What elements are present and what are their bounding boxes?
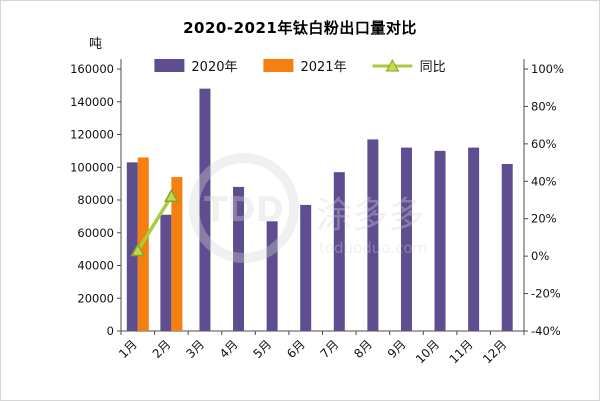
- watermark-logo: TDD: [204, 190, 284, 230]
- bar-2020: [468, 147, 480, 331]
- left-tick-label: 0: [107, 324, 114, 338]
- bar-2020: [367, 139, 379, 331]
- bar-2020: [333, 172, 345, 331]
- x-category-label: 6月: [284, 337, 308, 361]
- right-tick-label: -20%: [531, 287, 561, 301]
- legend-swatch-icon: [154, 59, 185, 72]
- x-category-label: 4月: [217, 337, 241, 361]
- legend-label: 2021年: [300, 60, 347, 75]
- bar-2020: [160, 214, 172, 331]
- legend-swatch-icon: [263, 59, 294, 72]
- legend-label: 2020年: [191, 60, 238, 75]
- legend: 2020年 2021年 同比: [154, 56, 446, 75]
- bar-2021: [171, 177, 183, 331]
- yoy-marker-icon: [130, 242, 146, 257]
- right-tick-label: -40%: [531, 324, 561, 338]
- legend-item-2: 同比: [372, 56, 446, 75]
- bar-2020: [434, 150, 446, 331]
- right-tick-label: 60%: [531, 137, 557, 151]
- watermark-text: 涂多多: [316, 195, 424, 236]
- left-tick-label: 160000: [70, 62, 114, 76]
- x-category-label: 3月: [183, 337, 207, 361]
- x-category-label: 9月: [385, 337, 409, 361]
- x-category-label: 10月: [413, 337, 442, 366]
- bar-2020: [126, 162, 138, 331]
- left-tick-label: 100000: [70, 160, 114, 174]
- x-category-label: 7月: [318, 337, 342, 361]
- right-tick-label: 100%: [531, 62, 564, 76]
- bar-2020: [400, 147, 412, 331]
- left-axis-unit-label: 吨: [89, 37, 103, 52]
- left-tick-label: 120000: [70, 128, 114, 142]
- right-tick-label: 40%: [531, 174, 557, 188]
- watermark: TDD 涂多多 toduoduo.com: [189, 153, 427, 263]
- bar-2020: [233, 186, 245, 331]
- yoy-marker-icon: [164, 188, 179, 203]
- left-tick-label: 80000: [77, 193, 114, 207]
- left-tick-label: 60000: [77, 226, 114, 240]
- watermark-circle-icon: [189, 153, 299, 263]
- x-category-label: 8月: [351, 337, 375, 361]
- right-tick-label: 80%: [531, 99, 557, 113]
- left-tick-label: 40000: [77, 259, 114, 273]
- bar-2020: [300, 204, 312, 331]
- yoy-marker-icon: [372, 58, 413, 71]
- legend-item-1: 2021年: [263, 56, 347, 75]
- right-tick-label: 20%: [531, 212, 557, 226]
- left-tick-label: 140000: [70, 95, 114, 109]
- bar-2020: [266, 221, 278, 331]
- bar-2020: [199, 88, 211, 332]
- bar-2020: [501, 163, 513, 331]
- x-category-label: 5月: [250, 337, 274, 361]
- right-tick-label: 0%: [531, 249, 549, 263]
- x-category-label: 1月: [116, 337, 140, 361]
- legend-label: 同比: [419, 60, 446, 75]
- x-category-label: 11月: [447, 337, 476, 366]
- watermark-url: toduoduo.com: [319, 239, 427, 257]
- chart-title: 2020-2021年钛白粉出口量对比: [183, 19, 417, 37]
- legend-item-0: 2020年: [154, 56, 237, 75]
- x-category-label: 12月: [480, 337, 509, 366]
- left-tick-label: 20000: [77, 291, 114, 305]
- yoy-line: [136, 195, 173, 252]
- x-category-label: 2月: [150, 337, 174, 361]
